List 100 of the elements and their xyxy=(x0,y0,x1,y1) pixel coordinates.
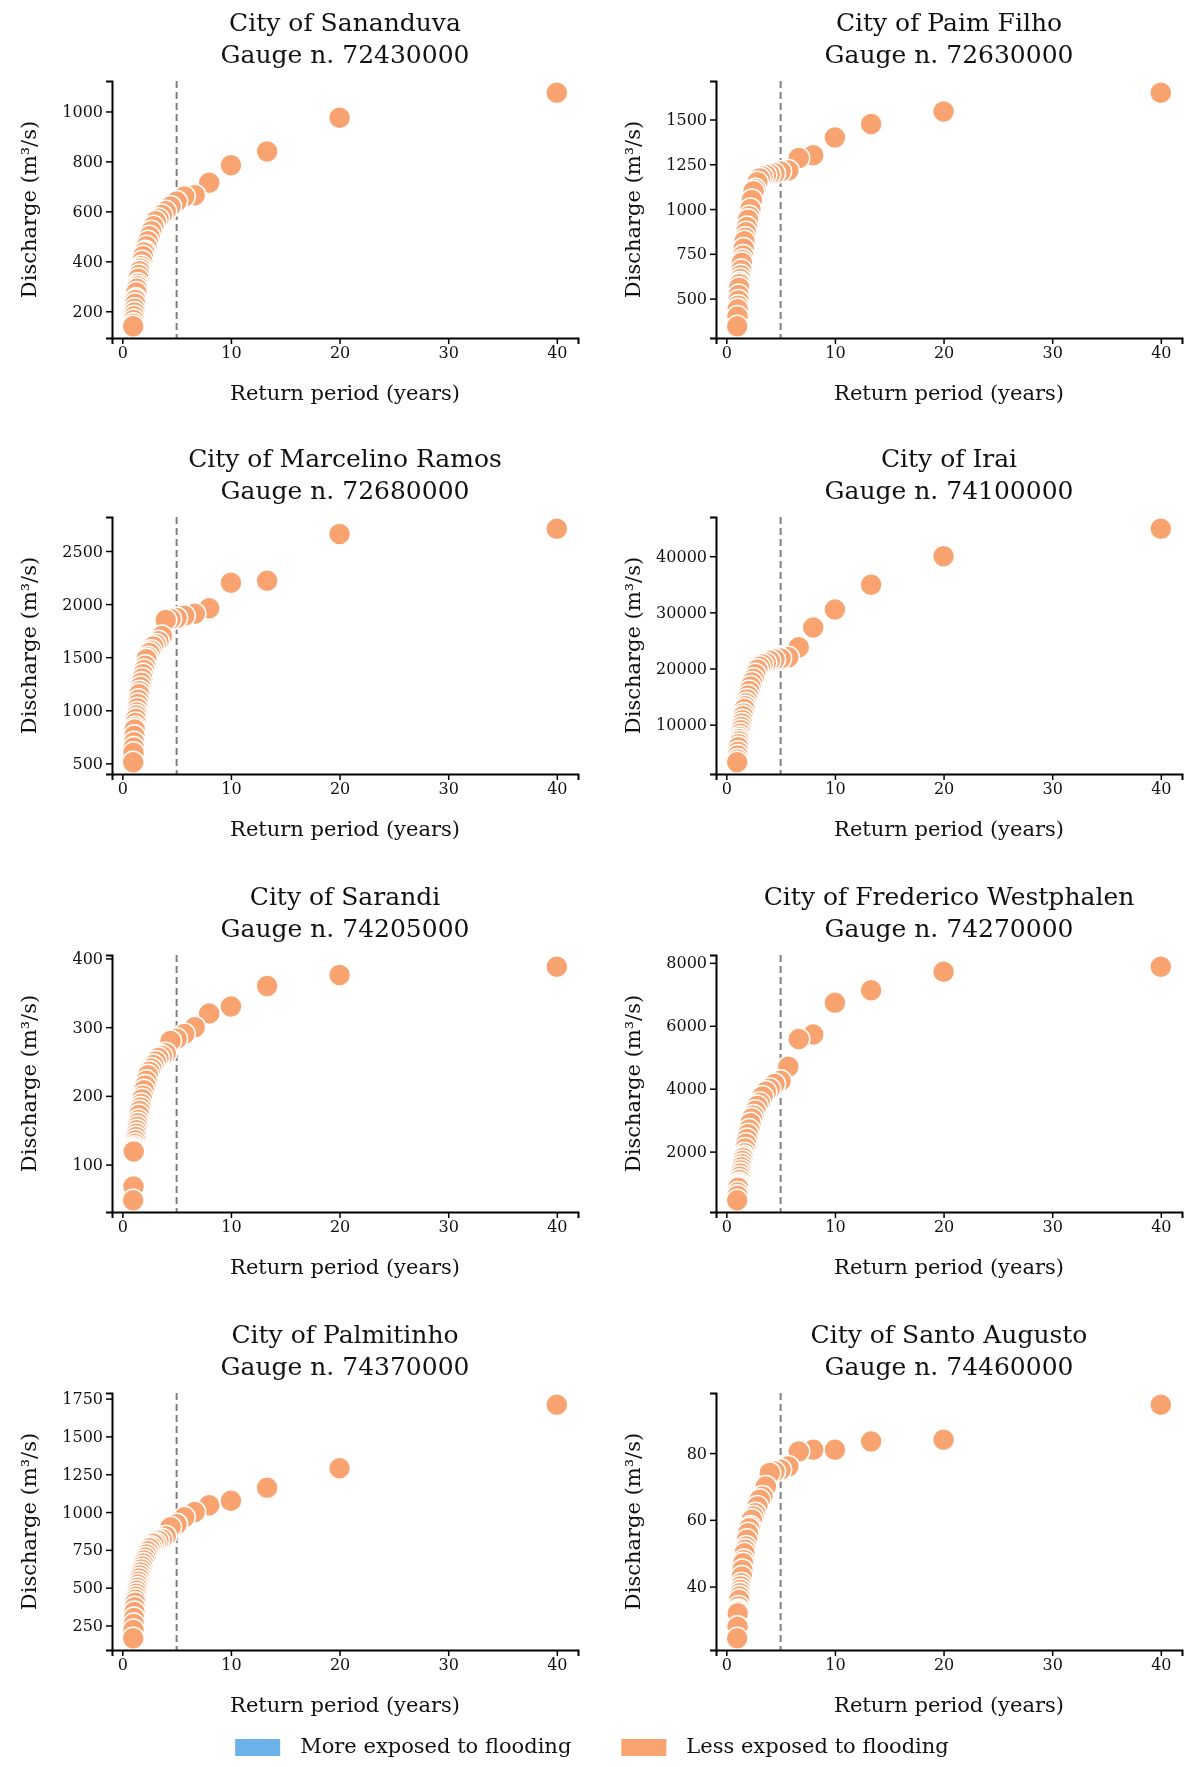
y-tick-label: 8000 xyxy=(666,953,707,973)
y-tick-label: 750 xyxy=(72,1540,103,1560)
x-axis-title: Return period (years) xyxy=(834,1693,1064,1717)
x-tick-label: 40 xyxy=(1151,343,1172,363)
point xyxy=(219,1488,243,1513)
x-tick-label: 10 xyxy=(221,779,242,799)
x-axis-title: Return period (years) xyxy=(230,381,460,405)
point xyxy=(859,1429,883,1454)
x-tick-label: 20 xyxy=(933,1655,955,1675)
y-tick-label: 1000 xyxy=(62,1502,103,1522)
chart-title: City of Irai xyxy=(880,444,1018,473)
point xyxy=(725,314,749,339)
x-tick-label: 40 xyxy=(1151,779,1172,799)
y-tick-label: 1500 xyxy=(666,110,707,130)
y-tick-label: 40 xyxy=(686,1577,707,1597)
x-tick-label: 40 xyxy=(1151,1217,1172,1237)
x-tick-label: 30 xyxy=(438,1217,459,1237)
point xyxy=(859,978,883,1002)
y-tick-label: 500 xyxy=(72,1578,103,1598)
chart-title: City of Paim Filho xyxy=(835,8,1063,37)
y-tick-label: 1250 xyxy=(62,1464,103,1484)
x-tick-label: 0 xyxy=(117,779,128,799)
legend-label: More exposed to flooding xyxy=(300,1734,572,1758)
point xyxy=(931,544,956,568)
x-tick-label: 30 xyxy=(438,343,459,363)
y-tick-label: 30000 xyxy=(656,602,707,622)
chart-title: City of Marcelino Ramos xyxy=(188,444,502,473)
chart-subtitle: Gauge n. 74370000 xyxy=(220,1352,470,1381)
y-tick-label: 4000 xyxy=(666,1079,707,1099)
x-tick-label: 10 xyxy=(825,779,846,799)
point xyxy=(931,1428,956,1452)
point xyxy=(545,1392,569,1417)
y-tick-label: 2000 xyxy=(62,594,103,614)
chart-subtitle: Gauge n. 72430000 xyxy=(220,40,470,69)
x-tick-label: 40 xyxy=(547,343,568,363)
y-tick-label: 800 xyxy=(72,152,103,172)
point xyxy=(327,105,352,130)
point xyxy=(197,170,221,195)
chart-title: City of Palmitinho xyxy=(231,1320,459,1349)
x-tick-label: 20 xyxy=(933,1217,955,1237)
x-tick-label: 10 xyxy=(825,343,846,363)
legend-label: Less exposed to flooding xyxy=(686,1734,949,1758)
y-tick-label: 500 xyxy=(72,754,103,773)
y-tick-label: 1000 xyxy=(62,102,103,122)
point xyxy=(197,1001,221,1026)
point xyxy=(931,99,956,124)
x-tick-label: 30 xyxy=(1042,343,1063,363)
point xyxy=(859,112,883,136)
point xyxy=(1149,80,1173,105)
x-tick-label: 0 xyxy=(117,1217,128,1237)
point xyxy=(121,1626,145,1651)
chart-subtitle: Gauge n. 72630000 xyxy=(824,40,1074,69)
y-axis-title: Discharge (m³/s) xyxy=(17,1432,41,1611)
x-tick-label: 0 xyxy=(117,1655,128,1675)
point xyxy=(725,1188,749,1213)
x-tick-label: 20 xyxy=(933,779,955,799)
x-tick-label: 0 xyxy=(721,343,732,363)
x-tick-label: 20 xyxy=(329,779,351,799)
point xyxy=(1149,1392,1173,1417)
point xyxy=(823,991,847,1015)
x-tick-label: 40 xyxy=(547,1655,568,1675)
chart-subtitle: Gauge n. 74460000 xyxy=(824,1352,1074,1381)
x-tick-label: 10 xyxy=(825,1217,846,1237)
y-tick-label: 2500 xyxy=(62,541,103,561)
x-tick-label: 40 xyxy=(547,779,568,799)
x-tick-label: 10 xyxy=(221,1655,242,1675)
x-tick-label: 20 xyxy=(329,343,351,363)
y-tick-label: 500 xyxy=(676,289,707,309)
x-axis-title: Return period (years) xyxy=(230,817,460,841)
y-tick-label: 400 xyxy=(72,251,103,271)
x-tick-label: 30 xyxy=(1042,1217,1063,1237)
y-axis-title: Discharge (m³/s) xyxy=(621,120,645,299)
x-tick-label: 10 xyxy=(825,1655,846,1675)
y-axis-title: Discharge (m³/s) xyxy=(17,556,41,735)
x-tick-label: 10 xyxy=(221,343,242,363)
x-tick-label: 0 xyxy=(117,343,128,363)
y-tick-label: 250 xyxy=(72,1616,103,1636)
point xyxy=(787,1027,811,1051)
x-tick-label: 30 xyxy=(438,1655,459,1675)
chart-title: City of Frederico Westphalen xyxy=(763,882,1135,911)
y-axis-title: Discharge (m³/s) xyxy=(621,994,645,1173)
y-axis-title: Discharge (m³/s) xyxy=(17,994,41,1173)
point xyxy=(255,974,279,998)
point xyxy=(545,81,569,105)
y-tick-label: 20000 xyxy=(656,659,707,679)
x-axis-title: Return period (years) xyxy=(834,381,1064,405)
y-axis-title: Discharge (m³/s) xyxy=(621,556,645,735)
point xyxy=(255,1476,279,1500)
y-tick-label: 1500 xyxy=(62,647,103,667)
chart-title: City of Santo Augusto xyxy=(810,1320,1088,1349)
point xyxy=(545,516,569,541)
point xyxy=(121,750,145,775)
y-tick-label: 100 xyxy=(72,1155,103,1175)
x-tick-label: 30 xyxy=(1042,1655,1063,1675)
x-tick-label: 30 xyxy=(438,779,459,799)
y-tick-label: 300 xyxy=(72,1017,103,1037)
y-tick-label: 1000 xyxy=(666,199,707,219)
point xyxy=(1149,954,1173,979)
point xyxy=(823,125,847,150)
point xyxy=(327,963,352,987)
